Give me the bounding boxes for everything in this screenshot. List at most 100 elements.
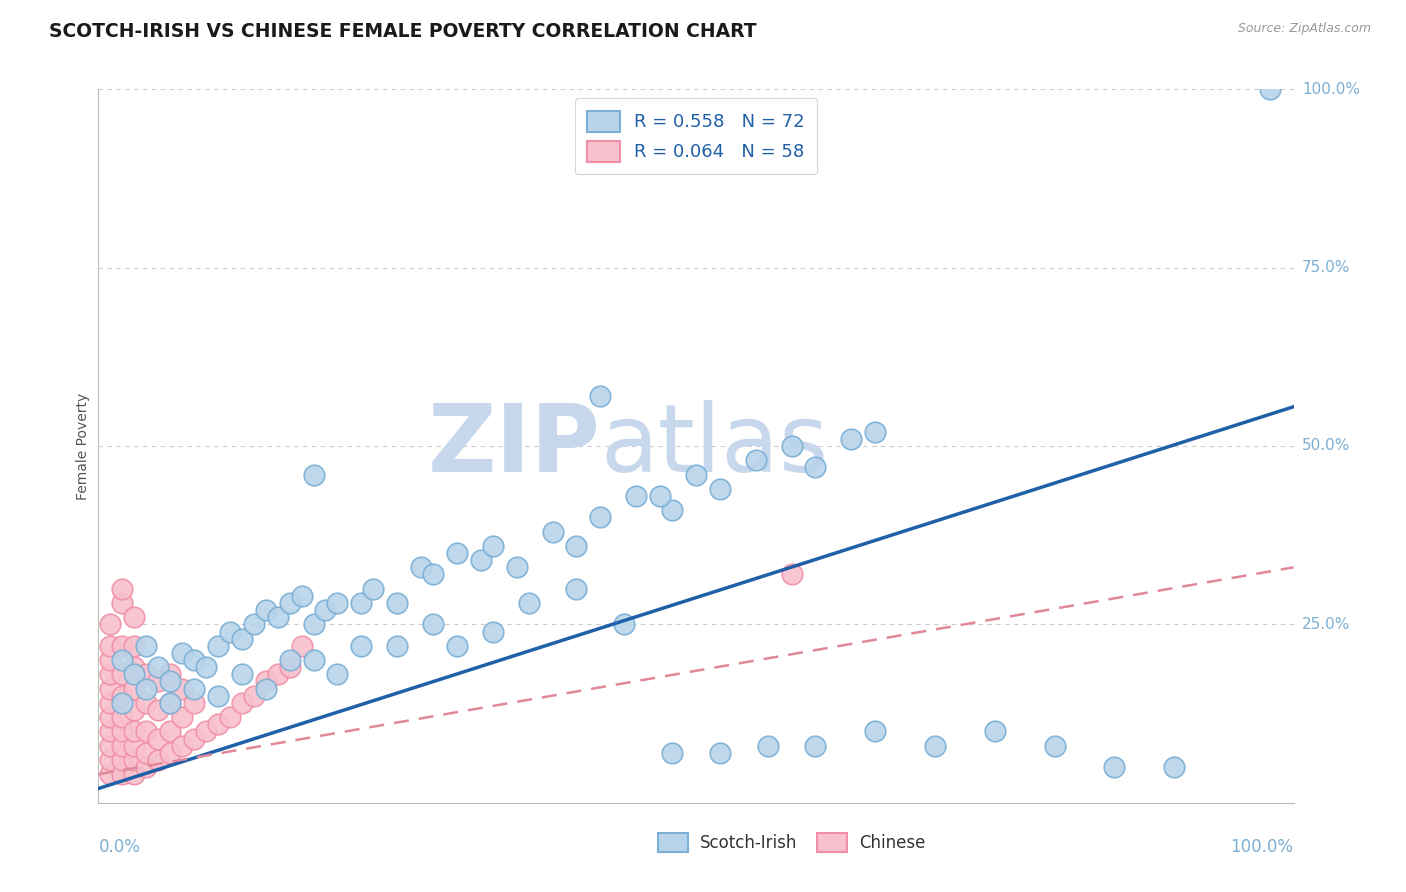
Point (291, 589, 314, 603)
Point (326, 667, 349, 681)
Point (111, 724, 134, 739)
Point (565, 539, 588, 553)
Point (124, 610, 146, 624)
Point (481, 539, 505, 553)
Point (350, 639, 373, 653)
Point (98, 739, 122, 753)
Point (589, 510, 612, 524)
Point (124, 667, 146, 681)
Point (267, 610, 290, 624)
Point (172, 646, 194, 660)
Point (661, 503, 683, 517)
Point (422, 617, 444, 632)
Point (446, 639, 468, 653)
Point (172, 739, 194, 753)
Point (148, 703, 170, 717)
Point (159, 674, 181, 689)
Text: 0.0%: 0.0% (98, 838, 141, 856)
Point (124, 681, 146, 696)
Text: ZIP: ZIP (427, 400, 600, 492)
Point (219, 710, 242, 724)
Point (159, 696, 181, 710)
Point (613, 617, 636, 632)
Point (780, 567, 803, 582)
Y-axis label: Female Poverty: Female Poverty (76, 392, 90, 500)
Point (124, 639, 146, 653)
Point (207, 639, 229, 653)
Point (541, 524, 564, 539)
Point (207, 689, 229, 703)
Point (1258, 82, 1281, 96)
Point (745, 453, 768, 467)
Point (924, 739, 946, 753)
Point (865, 724, 887, 739)
Point (183, 681, 205, 696)
Point (124, 767, 146, 781)
Point (231, 696, 253, 710)
Point (411, 560, 433, 574)
Point (135, 746, 157, 760)
Text: Source: ZipAtlas.com: Source: ZipAtlas.com (1237, 22, 1371, 36)
Point (135, 696, 157, 710)
Point (363, 582, 385, 596)
Point (124, 703, 146, 717)
Point (124, 753, 146, 767)
Point (481, 624, 505, 639)
Point (98, 710, 122, 724)
Point (98, 681, 122, 696)
Point (111, 653, 134, 667)
Point (183, 653, 205, 667)
Point (291, 639, 314, 653)
Point (1043, 739, 1066, 753)
Point (98, 696, 122, 710)
Point (183, 696, 205, 710)
Point (172, 710, 194, 724)
Point (98, 767, 122, 781)
Point (565, 582, 588, 596)
Point (709, 746, 731, 760)
Point (135, 681, 157, 696)
Point (661, 746, 683, 760)
Point (422, 567, 444, 582)
Point (207, 717, 229, 731)
Text: 100.0%: 100.0% (1302, 82, 1360, 96)
Point (195, 724, 218, 739)
Point (148, 731, 170, 746)
Point (470, 553, 492, 567)
Point (243, 617, 266, 632)
Point (183, 731, 205, 746)
Point (302, 653, 325, 667)
Point (254, 674, 277, 689)
Point (219, 624, 242, 639)
Point (446, 546, 468, 560)
Text: 25.0%: 25.0% (1302, 617, 1350, 632)
Point (756, 739, 779, 753)
Point (685, 467, 707, 482)
Point (278, 653, 301, 667)
Point (159, 667, 181, 681)
Point (159, 724, 181, 739)
Point (267, 667, 290, 681)
Point (148, 753, 170, 767)
Point (159, 696, 181, 710)
Point (98, 753, 122, 767)
Point (111, 739, 134, 753)
Point (865, 425, 887, 439)
Point (98, 653, 122, 667)
Point (278, 660, 301, 674)
Point (195, 660, 218, 674)
Point (254, 681, 277, 696)
Point (302, 617, 325, 632)
Point (1163, 760, 1185, 774)
Point (124, 660, 146, 674)
Point (111, 596, 134, 610)
Point (302, 467, 325, 482)
Point (111, 753, 134, 767)
Point (159, 746, 181, 760)
Point (124, 739, 146, 753)
Point (98, 617, 122, 632)
Point (111, 667, 134, 681)
Point (589, 389, 612, 403)
Point (111, 639, 134, 653)
Point (231, 667, 253, 681)
